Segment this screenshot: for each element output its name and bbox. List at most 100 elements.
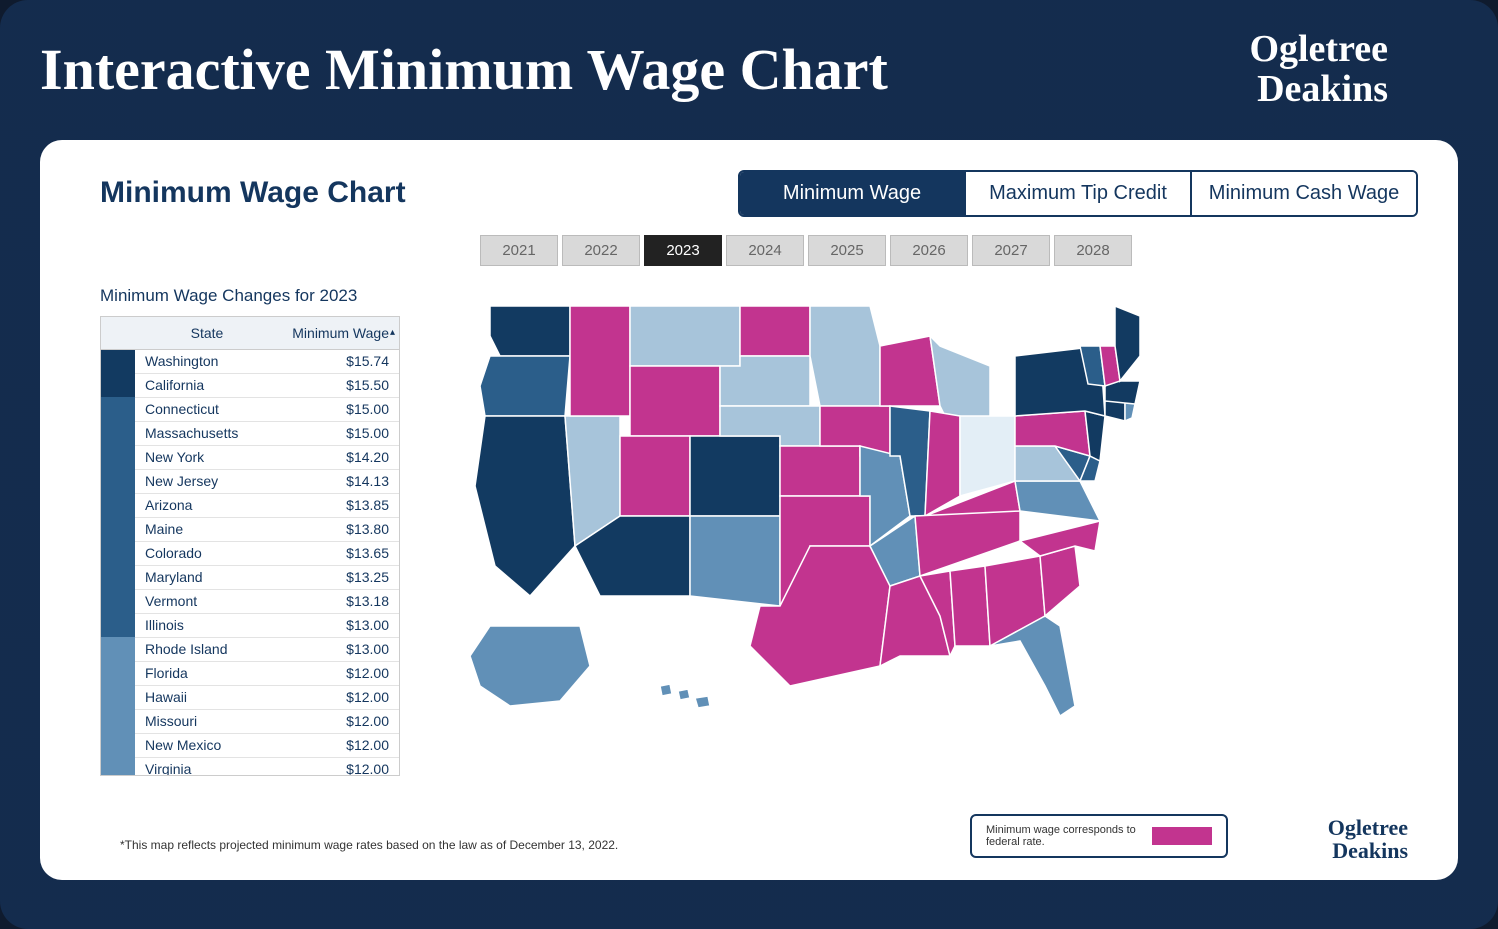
table-row[interactable]: Rhode Island$13.00 (101, 638, 399, 662)
row-swatch (101, 685, 135, 709)
table-row[interactable]: Massachusetts$15.00 (101, 422, 399, 446)
table-column: Minimum Wage Changes for 2023 State Mini… (100, 286, 400, 776)
us-map[interactable] (460, 286, 1140, 726)
table-row[interactable]: Arizona$13.85 (101, 494, 399, 518)
table-row[interactable]: Hawaii$12.00 (101, 686, 399, 710)
hero-title: Interactive Minimum Wage Chart (40, 36, 888, 103)
row-state: New Jersey (135, 473, 291, 489)
table-row[interactable]: New York$14.20 (101, 446, 399, 470)
th-swatch (101, 317, 135, 349)
table-row[interactable]: Colorado$13.65 (101, 542, 399, 566)
table-row[interactable]: Illinois$13.00 (101, 614, 399, 638)
row-swatch (101, 661, 135, 685)
row-swatch (101, 589, 135, 613)
legend: Minimum wage corresponds to federal rate… (970, 814, 1228, 858)
state-HI[interactable] (695, 696, 710, 708)
row-state: New Mexico (135, 737, 291, 753)
row-wage: $13.00 (291, 641, 399, 657)
state-MN[interactable] (810, 306, 880, 406)
brand-logo-small: Ogletree Deakins (1328, 816, 1408, 862)
row-state: California (135, 377, 291, 393)
state-HI[interactable] (678, 689, 690, 700)
row-swatch (101, 469, 135, 493)
row-state: Virginia (135, 761, 291, 776)
table-row[interactable]: Maine$13.80 (101, 518, 399, 542)
state-NM[interactable] (690, 516, 780, 606)
state-OR[interactable] (480, 356, 570, 416)
year-tab[interactable]: 2021 (480, 235, 558, 266)
state-SC[interactable] (1040, 546, 1080, 616)
th-wage[interactable]: Minimum Wage ▴ (279, 317, 399, 349)
year-tab[interactable]: 2027 (972, 235, 1050, 266)
row-wage: $15.74 (291, 353, 399, 369)
th-state[interactable]: State (135, 317, 279, 349)
state-AL[interactable] (950, 566, 990, 646)
state-CA[interactable] (475, 416, 575, 596)
table-row[interactable]: California$15.50 (101, 374, 399, 398)
table-row[interactable]: Connecticut$15.00 (101, 398, 399, 422)
table-row[interactable]: Maryland$13.25 (101, 566, 399, 590)
wage-tab[interactable]: Minimum Wage (740, 172, 966, 215)
state-KS[interactable] (780, 446, 860, 496)
brand-logo: Ogletree Deakins (1249, 30, 1388, 110)
year-tab[interactable]: 2022 (562, 235, 640, 266)
table-body[interactable]: Washington$15.74California$15.50Connecti… (101, 350, 399, 776)
year-tab[interactable]: 2025 (808, 235, 886, 266)
table-row[interactable]: Virginia$12.00 (101, 758, 399, 776)
table-row[interactable]: Vermont$13.18 (101, 590, 399, 614)
row-wage: $12.00 (291, 761, 399, 776)
table-row[interactable]: Missouri$12.00 (101, 710, 399, 734)
state-AK[interactable] (470, 626, 590, 706)
table-row[interactable]: New Jersey$14.13 (101, 470, 399, 494)
row-state: Maryland (135, 569, 291, 585)
state-NC[interactable] (1020, 521, 1100, 556)
row-state: Colorado (135, 545, 291, 561)
state-WA[interactable] (490, 306, 570, 356)
brand-small-line-2: Deakins (1332, 838, 1408, 863)
year-tabs: 20212022202320242025202620272028 (480, 235, 1418, 266)
state-ND[interactable] (740, 306, 810, 356)
state-ID[interactable] (570, 306, 630, 416)
row-swatch (101, 541, 135, 565)
state-ME[interactable] (1115, 306, 1140, 381)
footnote: *This map reflects projected minimum wag… (120, 838, 618, 852)
row-state: Connecticut (135, 401, 291, 417)
table-row[interactable]: Florida$12.00 (101, 662, 399, 686)
table-row[interactable]: Washington$15.74 (101, 350, 399, 374)
row-swatch (101, 445, 135, 469)
state-IN[interactable] (925, 411, 960, 516)
chart-card: Minimum Wage Chart Minimum WageMaximum T… (40, 140, 1458, 880)
year-tab[interactable]: 2024 (726, 235, 804, 266)
row-swatch (101, 373, 135, 397)
row-wage: $14.20 (291, 449, 399, 465)
card-title: Minimum Wage Chart (100, 176, 406, 210)
state-CT[interactable] (1105, 401, 1125, 421)
row-wage: $13.00 (291, 617, 399, 633)
state-VA[interactable] (1015, 481, 1100, 521)
state-CO[interactable] (690, 436, 780, 516)
map-column (460, 286, 1418, 776)
row-swatch (101, 757, 135, 776)
sort-caret-icon: ▴ (390, 327, 395, 338)
row-wage: $13.85 (291, 497, 399, 513)
legend-swatch (1152, 827, 1212, 845)
wage-tab[interactable]: Maximum Tip Credit (966, 172, 1192, 215)
row-swatch (101, 493, 135, 517)
year-tab[interactable]: 2023 (644, 235, 722, 266)
row-swatch (101, 565, 135, 589)
state-UT[interactable] (620, 436, 690, 516)
table-row[interactable]: New Mexico$12.00 (101, 734, 399, 758)
row-state: Rhode Island (135, 641, 291, 657)
year-tab[interactable]: 2028 (1054, 235, 1132, 266)
table-subtitle: Minimum Wage Changes for 2023 (100, 286, 400, 306)
wage-tab[interactable]: Minimum Cash Wage (1192, 172, 1416, 215)
state-MT[interactable] (630, 306, 740, 366)
row-wage: $14.13 (291, 473, 399, 489)
page-container: Interactive Minimum Wage Chart Ogletree … (0, 0, 1498, 929)
row-state: Maine (135, 521, 291, 537)
row-state: Washington (135, 353, 291, 369)
state-HI[interactable] (660, 684, 672, 696)
state-WY[interactable] (630, 366, 720, 436)
row-wage: $13.65 (291, 545, 399, 561)
year-tab[interactable]: 2026 (890, 235, 968, 266)
